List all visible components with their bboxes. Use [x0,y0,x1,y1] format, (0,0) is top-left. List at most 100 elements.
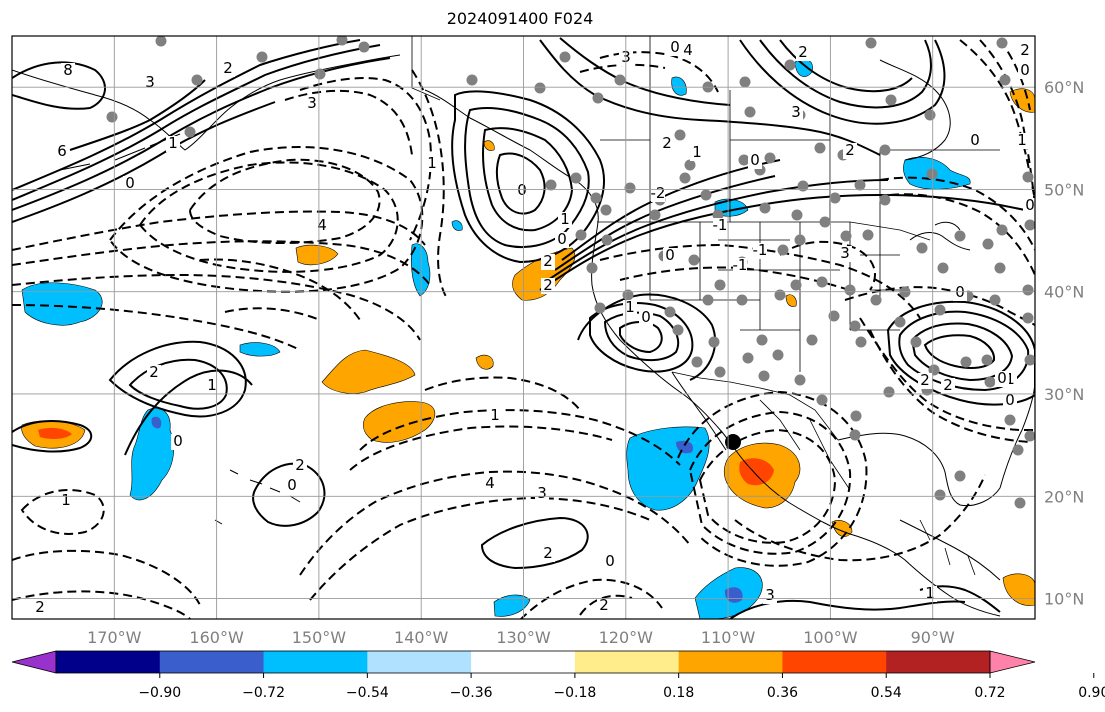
station-dot [910,336,922,348]
contour-label: 3 [791,103,801,121]
contour-label-mask [796,45,810,61]
station-dot [534,82,546,94]
contour-label-mask [789,105,803,121]
contour-label: 3 [765,586,775,604]
contour-label: 4 [317,216,327,234]
station-dot [794,374,806,386]
contour-line [677,390,868,567]
contour-label-mask [166,136,180,152]
longitude-label: 160°W [189,628,244,647]
contour-label: 0 [605,552,615,570]
station-dot [1012,444,1024,456]
contour-label: 0 [287,476,297,494]
contour-label-mask [941,378,955,394]
longitude-label: 170°W [87,628,142,647]
contour-label: 0 [173,432,183,450]
station-dot [256,51,268,63]
station-dot [466,74,478,86]
station-dot [714,279,726,291]
hudson-bay-coastline [879,59,951,161]
contour-label: 1 [625,298,635,316]
contour-label-mask [305,96,319,112]
contour-label-mask [555,232,569,248]
longitude-label: 140°W [394,628,449,647]
contour-label: 4 [485,474,495,492]
location-marker [725,434,741,450]
station-dot [924,109,936,121]
contour-label: 2 [149,363,159,381]
contour-line [451,90,605,264]
station-dot [794,234,806,246]
contour-label-mask [488,408,502,424]
contour-label: 1 [61,491,71,509]
contour-line [482,127,574,232]
contour-label-mask [1003,393,1017,409]
contour-label-mask [660,136,674,152]
contour-line [898,310,1030,392]
station-dot [664,306,676,318]
station-dot [954,230,966,242]
station-dot [559,51,571,63]
station-dot [594,302,606,314]
contour-label: 0 [1005,391,1015,409]
contour-line [869,329,1031,443]
latitude-label: 10°N [1044,590,1084,609]
contour-label-mask [953,285,967,301]
contour-label: 3 [145,73,155,91]
longitude-label: 130°W [496,628,551,647]
station-dot [1022,312,1034,324]
station-dot [679,172,691,184]
contour-line [20,489,105,535]
contour-line [12,420,93,453]
contour-label-mask [995,371,1009,387]
contour-label: 2 [943,376,953,394]
station-dot [601,234,613,246]
colorbar-segment [159,651,265,673]
contour-label-mask [681,43,695,59]
contour-label-mask [748,153,762,169]
contour-label: 4 [683,41,693,59]
station-dot [736,294,748,306]
contour-line [12,61,106,110]
contour-label: 1 [1005,370,1015,388]
contour-label-mask [1015,133,1029,149]
station-dot [816,394,828,406]
colorbar-segment [574,651,680,673]
contour-label-mask [753,243,767,259]
colorbar-segment [782,651,887,673]
station-dot [106,111,118,123]
station-dot [797,180,809,192]
station-dot [828,310,840,322]
colorbar-segment [367,651,472,673]
station-dot [816,276,828,288]
contour-line [299,470,691,576]
contour-label-mask [663,248,677,264]
station-dot [744,106,756,118]
colorbar-tick-label: 0.36 [767,685,798,701]
station-dot [764,152,776,164]
colorbar-tick-label: −0.18 [553,685,596,701]
colorbar-tick-label: −0.72 [242,685,285,701]
contour-line [12,590,191,619]
negative-anomaly-area [493,594,531,617]
contour-label: 2 [223,59,233,77]
contour-label-mask [1023,198,1035,214]
station-dot [708,336,720,348]
us-mexico-border [671,371,839,441]
contour-label-mask [597,598,611,614]
contour-line [779,240,876,291]
station-dot [774,289,786,301]
contour-label-mask [541,254,555,270]
station-dot [570,172,582,184]
colorbar-segment [678,651,783,673]
contour-label: 0 [665,246,675,264]
central-america-coastline [899,519,1001,581]
contour-label-mask [483,476,497,492]
station-dot [622,289,634,301]
contour-line [284,89,413,156]
contour-label-mask [603,554,617,570]
contour-line [359,409,681,466]
negative-contours [12,39,1035,619]
contour-label-mask [541,278,555,294]
